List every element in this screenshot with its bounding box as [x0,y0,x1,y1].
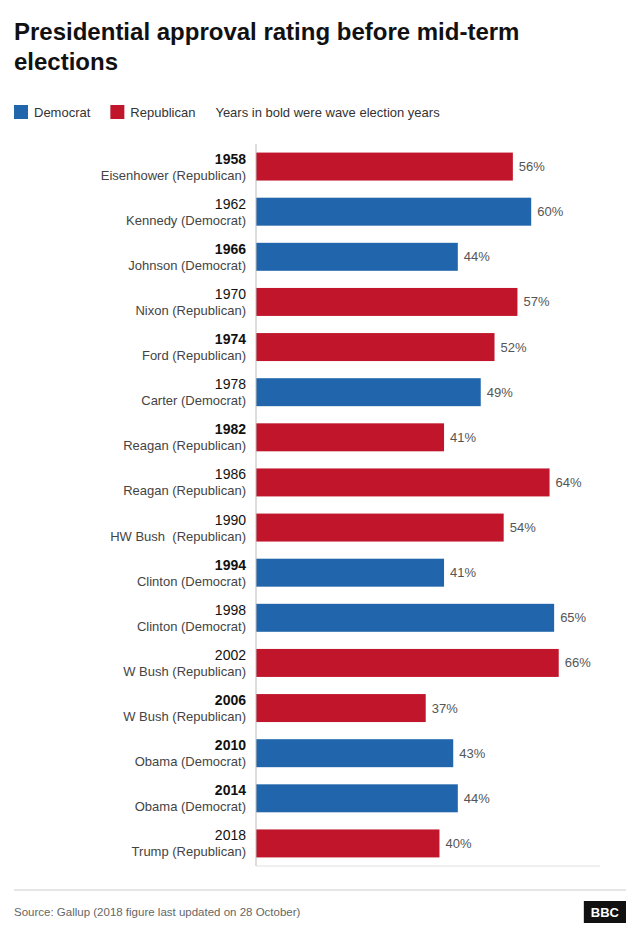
legend-label: Republican [130,105,195,120]
data-label: 49% [487,385,513,400]
category-sublabel: W Bush (Republican) [123,709,246,724]
data-label: 44% [464,249,490,264]
logo-text: BBC [591,905,620,920]
category-sublabel: Clinton (Democrat) [137,619,246,634]
data-label: 54% [510,520,536,535]
data-label: 60% [537,204,563,219]
data-label: 56% [519,159,545,174]
category-sublabel: HW Bush (Republican) [110,529,246,544]
data-label: 57% [523,294,549,309]
title-line: elections [14,48,118,75]
bar [256,784,458,812]
category-sublabel: Carter (Democrat) [141,393,246,408]
data-label: 41% [450,430,476,445]
bar [256,288,517,316]
bar [256,378,481,406]
category-label: 1974 [215,331,246,347]
bar [256,514,504,542]
data-label: 43% [459,746,485,761]
category-label: 1994 [215,557,246,573]
category-label: 1978 [215,376,246,392]
category-sublabel: W Bush (Republican) [123,664,246,679]
title: Presidential approval rating before mid-… [14,18,519,75]
legend-note: Years in bold were wave election years [215,105,440,120]
data-label: 41% [450,565,476,580]
bars [256,153,559,858]
category-sublabel: Eisenhower (Republican) [101,168,246,183]
category-sublabel: Clinton (Democrat) [137,574,246,589]
data-label: 40% [445,836,471,851]
data-label: 65% [560,610,586,625]
data-label: 64% [556,475,582,490]
bar [256,153,513,181]
category-sublabel: Obama (Democrat) [135,754,246,769]
legend-label: Democrat [34,105,91,120]
category-sublabel: Nixon (Republican) [135,303,246,318]
category-label: 1998 [215,602,246,618]
data-label: 37% [432,701,458,716]
bar [256,423,444,451]
category-label: 2006 [215,692,246,708]
legend-swatch [14,105,28,119]
category-label: 1958 [215,151,246,167]
axis-line [256,866,600,867]
data-label: 44% [464,791,490,806]
bar [256,243,458,271]
category-label: 1990 [215,512,246,528]
category-label: 1962 [215,196,246,212]
category-sublabel: Trump (Republican) [132,844,246,859]
data-label: 52% [501,340,527,355]
logo-box [584,901,626,923]
category-sublabel: Reagan (Republican) [123,483,246,498]
category-label: 1986 [215,466,246,482]
legend-swatch [110,105,124,119]
bar [256,198,531,226]
bar [256,649,559,677]
category-label: 1982 [215,421,246,437]
source: Source: Gallup (2018 figure last updated… [14,906,301,918]
bar [256,559,444,587]
bar [256,739,453,767]
bar [256,333,495,361]
bar [256,604,554,632]
category-sublabel: Johnson (Democrat) [128,258,246,273]
category-sublabel: Obama (Democrat) [135,799,246,814]
category-label: 2014 [215,782,246,798]
category-label: 2002 [215,647,246,663]
bar [256,694,426,722]
axis-line [256,144,257,866]
title-line: Presidential approval rating before mid-… [14,18,519,45]
data-label: 66% [565,655,591,670]
category-label: 2018 [215,827,246,843]
separator [14,890,626,891]
bar [256,468,550,496]
bar [256,829,439,857]
category-label: 1966 [215,241,246,257]
chart: Presidential approval rating before mid-… [0,0,640,936]
logo: BBC [584,901,626,923]
category-label: 2010 [215,737,246,753]
category-label: 1970 [215,286,246,302]
background [0,0,640,936]
category-sublabel: Reagan (Republican) [123,438,246,453]
category-sublabel: Kennedy (Democrat) [126,213,246,228]
category-sublabel: Ford (Republican) [142,348,246,363]
